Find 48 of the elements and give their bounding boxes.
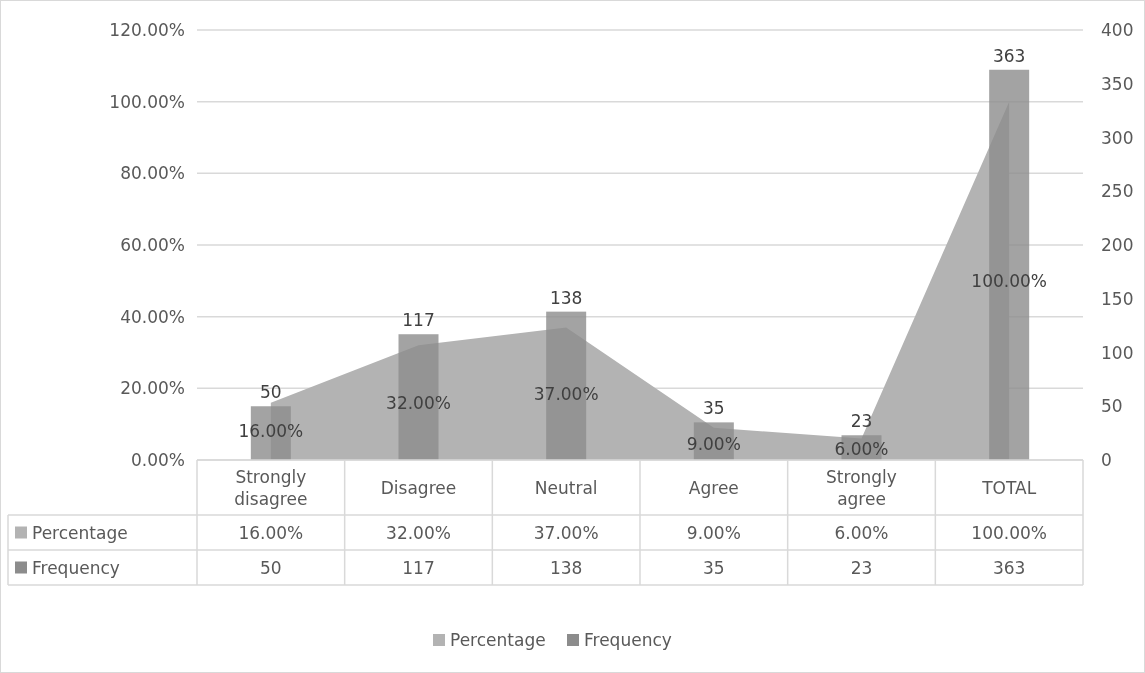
y-tick-label: 80.00% [120,163,185,184]
data-label: 100.00% [971,522,1047,543]
y-tick-label: 40.00% [120,306,185,327]
data-label: 117 [402,557,435,578]
y-tick-label: 100.00% [109,91,185,112]
data-label: 6.00% [834,522,889,543]
text: 138 [549,287,583,308]
data-label: 50 [260,557,282,578]
data-label: 9.00% [686,522,741,543]
y2-tick-label: 150 [1101,288,1134,309]
text: 363 [992,45,1026,66]
legend-label: Percentage [32,522,128,543]
text: 32.00% [386,392,451,413]
data-label: 16.00% [238,522,304,543]
text: 50 [260,382,282,403]
y2-tick-label: 400 [1101,20,1134,40]
data-label: 138 [549,557,583,578]
text: 23 [850,411,873,432]
y-tick-label: 20.00% [120,378,185,399]
x-tick-label: Neutral [534,477,598,498]
data-label: 32.00% [386,522,451,543]
x-tick-label: TOTAL [981,477,1037,498]
legend-label: Frequency [32,557,120,578]
data-label: 35 [703,557,725,578]
text: 9.00% [686,433,741,454]
data-label: 363 [992,557,1026,578]
data-label: 23 [850,557,873,578]
x-tick-label: Strongly disagree [234,466,308,509]
y2-tick-label: 250 [1101,181,1134,202]
x-tick-label: Disagree [380,477,457,498]
text: 6.00% [834,439,889,460]
text: 37.00% [533,383,599,404]
y2-tick-label: 100 [1101,342,1134,363]
y-tick-label: 120.00% [109,20,185,40]
text: 35 [703,398,725,419]
y2-tick-label: 300 [1101,127,1134,148]
x-tick-label: Strongly agree [826,466,897,509]
y2-tick-label: 200 [1101,235,1134,255]
y2-tick-label: 350 [1101,73,1134,94]
y2-tick-label: 50 [1101,396,1123,417]
y2-tick-label: 0 [1101,450,1112,470]
text: Frequency [584,630,672,650]
data-label: 37.00% [533,522,599,543]
y-tick-label: 60.00% [120,235,185,255]
text: Percentage [450,630,546,650]
x-tick-label: Agree [688,477,739,498]
y-tick-label: 0.00% [130,450,185,470]
text: 117 [402,310,435,331]
